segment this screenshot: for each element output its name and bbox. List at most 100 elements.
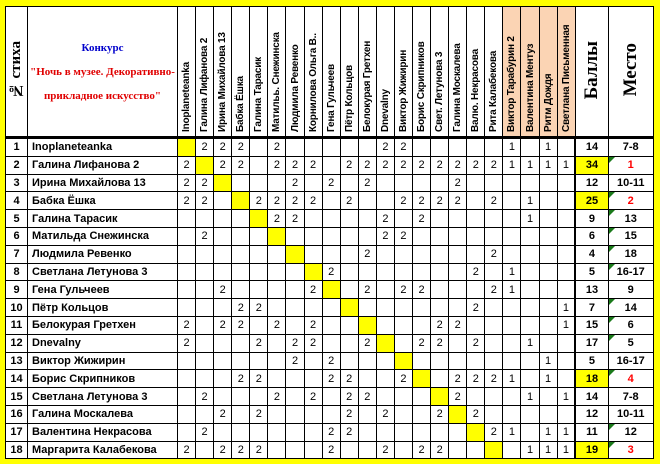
score-cell[interactable]: 2 (412, 333, 432, 353)
score-cell[interactable] (213, 387, 233, 406)
score-cell[interactable] (339, 137, 359, 157)
score-cell[interactable] (267, 369, 287, 389)
total-score[interactable]: 19 (574, 440, 609, 460)
self-vote-cell[interactable] (213, 173, 233, 193)
score-cell[interactable] (357, 422, 377, 442)
score-cell[interactable]: 2 (375, 440, 395, 460)
score-cell[interactable]: 2 (285, 155, 305, 175)
voter-column-header[interactable]: Виктор Жижирин (393, 6, 414, 139)
voter-column-header[interactable]: Виктор Тарабурин 2 (502, 6, 522, 139)
score-cell[interactable]: 2 (231, 369, 251, 389)
score-cell[interactable] (195, 298, 215, 317)
score-cell[interactable]: 2 (195, 191, 215, 211)
place-cell[interactable]: 12 (607, 422, 654, 442)
score-cell[interactable]: 2 (430, 440, 450, 460)
score-cell[interactable]: 2 (448, 155, 468, 175)
entry-number[interactable]: 12 (5, 333, 28, 353)
score-cell[interactable]: 1 (556, 440, 576, 460)
voter-column-header[interactable]: Dnevalny (375, 6, 395, 139)
score-cell[interactable] (502, 351, 522, 371)
score-cell[interactable] (502, 404, 522, 424)
score-cell[interactable]: 2 (430, 155, 450, 175)
voter-column-header[interactable]: Галина Лифанова 2 (195, 6, 215, 139)
entry-number[interactable]: 3 (5, 173, 28, 193)
score-cell[interactable] (213, 191, 233, 211)
entry-name[interactable]: Dnevalny (27, 333, 178, 353)
score-cell[interactable]: 2 (448, 387, 468, 406)
score-cell[interactable] (538, 262, 558, 282)
score-cell[interactable]: 1 (538, 351, 558, 371)
total-score[interactable]: 5 (574, 262, 609, 282)
score-cell[interactable] (412, 226, 432, 246)
score-cell[interactable] (375, 369, 395, 389)
score-cell[interactable] (303, 404, 323, 424)
score-cell[interactable]: 2 (176, 191, 197, 211)
score-cell[interactable] (484, 226, 504, 246)
score-cell[interactable] (430, 173, 450, 193)
score-cell[interactable]: 2 (231, 137, 251, 157)
score-cell[interactable] (538, 226, 558, 246)
score-cell[interactable]: 2 (393, 280, 414, 300)
score-cell[interactable] (176, 404, 197, 424)
total-score[interactable]: 7 (574, 298, 609, 317)
score-cell[interactable] (267, 262, 287, 282)
score-cell[interactable] (556, 333, 576, 353)
score-cell[interactable]: 2 (213, 404, 233, 424)
score-cell[interactable]: 2 (303, 333, 323, 353)
comment-marker-icon[interactable] (609, 157, 615, 163)
score-cell[interactable] (520, 226, 540, 246)
score-cell[interactable] (430, 422, 450, 442)
score-cell[interactable]: 1 (556, 155, 576, 175)
score-cell[interactable]: 2 (357, 173, 377, 193)
score-cell[interactable] (249, 173, 269, 193)
self-vote-cell[interactable] (448, 404, 468, 424)
score-cell[interactable] (393, 440, 414, 460)
total-score[interactable]: 6 (574, 226, 609, 246)
score-cell[interactable]: 2 (484, 422, 504, 442)
voter-column-header[interactable]: Валентина Ментуз (520, 6, 540, 139)
score-cell[interactable] (357, 209, 377, 228)
score-cell[interactable] (448, 422, 468, 442)
score-cell[interactable] (213, 369, 233, 389)
score-cell[interactable]: 2 (484, 369, 504, 389)
score-cell[interactable] (466, 137, 486, 157)
score-cell[interactable]: 2 (249, 333, 269, 353)
score-cell[interactable] (484, 262, 504, 282)
score-cell[interactable]: 2 (430, 404, 450, 424)
score-cell[interactable] (502, 191, 522, 211)
voter-column-header[interactable]: Рита Калабекова (484, 6, 504, 139)
score-cell[interactable]: 2 (339, 191, 359, 211)
score-cell[interactable] (267, 440, 287, 460)
score-cell[interactable] (538, 244, 558, 264)
score-cell[interactable]: 2 (448, 315, 468, 335)
score-cell[interactable]: 1 (538, 155, 558, 175)
score-cell[interactable] (412, 387, 432, 406)
score-cell[interactable] (321, 244, 341, 264)
self-vote-cell[interactable] (231, 191, 251, 211)
score-cell[interactable] (393, 298, 414, 317)
score-cell[interactable] (393, 209, 414, 228)
score-cell[interactable] (466, 173, 486, 193)
entry-number[interactable]: 4 (5, 191, 28, 211)
score-cell[interactable]: 2 (430, 191, 450, 211)
comment-marker-icon[interactable] (609, 192, 615, 199)
score-cell[interactable] (321, 209, 341, 228)
score-cell[interactable]: 2 (466, 298, 486, 317)
score-cell[interactable] (357, 351, 377, 371)
score-cell[interactable] (520, 280, 540, 300)
entry-name[interactable]: Галина Тарасик (27, 209, 178, 228)
score-cell[interactable]: 2 (357, 244, 377, 264)
score-cell[interactable] (213, 298, 233, 317)
score-cell[interactable]: 2 (412, 209, 432, 228)
score-cell[interactable]: 1 (502, 262, 522, 282)
score-cell[interactable] (502, 333, 522, 353)
score-cell[interactable]: 1 (538, 137, 558, 157)
score-cell[interactable]: 2 (466, 404, 486, 424)
score-cell[interactable]: 2 (393, 137, 414, 157)
score-cell[interactable] (303, 351, 323, 371)
score-cell[interactable]: 2 (357, 155, 377, 175)
score-cell[interactable] (213, 226, 233, 246)
score-cell[interactable] (357, 404, 377, 424)
comment-marker-icon[interactable] (609, 370, 615, 377)
place-cell[interactable]: 6 (607, 315, 654, 335)
